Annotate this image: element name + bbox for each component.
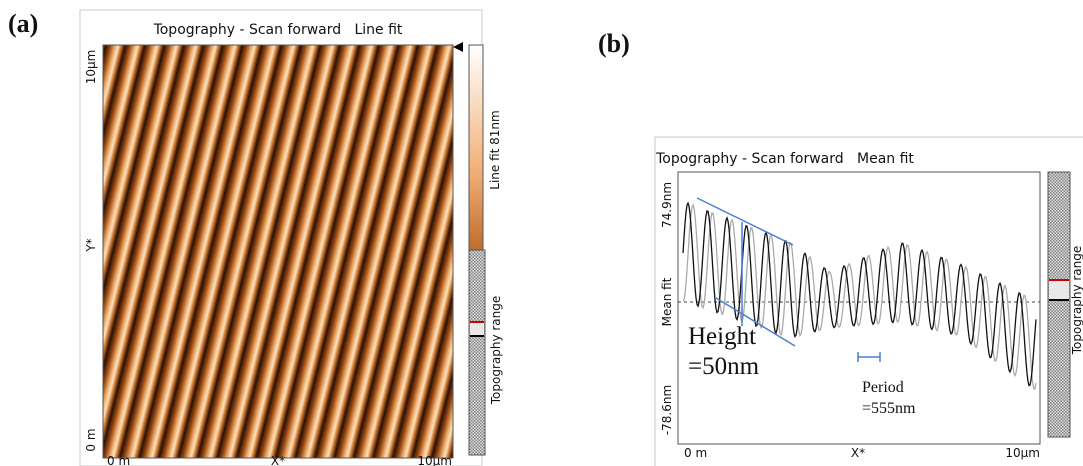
panel-label: (a) (8, 9, 38, 38)
height-annotation: =50nm (688, 353, 760, 380)
range-window (470, 322, 484, 336)
envelope-bottom (715, 297, 796, 347)
y-axis-top: 10µm (84, 50, 98, 85)
range-window (1049, 280, 1069, 300)
afm-image (102, 44, 454, 459)
panel-title: Topography - Scan forward Line fit (153, 22, 403, 38)
x-axis-right: 10µm (417, 454, 452, 466)
range-bar (468, 249, 486, 456)
envelope-top (696, 197, 794, 246)
range-label: Topography range (489, 296, 503, 406)
y-axis-top: 74.9nm (660, 182, 674, 228)
y-axis-label: Mean fit (660, 277, 674, 326)
x-axis-right: 10µm (1005, 446, 1040, 460)
period-annotation: =555nm (862, 400, 916, 417)
period-annotation: Period (862, 379, 904, 396)
y-axis-bottom: 0 m (84, 428, 98, 451)
range-label: Topography range (1070, 246, 1083, 356)
height-annotation: Height (688, 323, 756, 350)
panel-frame (654, 136, 1083, 466)
x-axis-label: X* (271, 454, 285, 466)
panel-title: Topography - Scan forward Mean fit (655, 151, 914, 167)
y-axis-label: Y* (84, 238, 98, 252)
panel-label: (b) (598, 29, 630, 58)
x-axis-left: 0 m (107, 454, 130, 466)
range-bar (1047, 171, 1071, 438)
x-axis-left: 0 m (684, 446, 707, 460)
colorbar-label: Line fit 81nm (488, 110, 502, 189)
y-axis-bottom: -78.6nm (660, 385, 674, 435)
plot-area (677, 171, 1041, 445)
x-axis-label: X* (851, 446, 865, 460)
range-marker (453, 42, 463, 52)
